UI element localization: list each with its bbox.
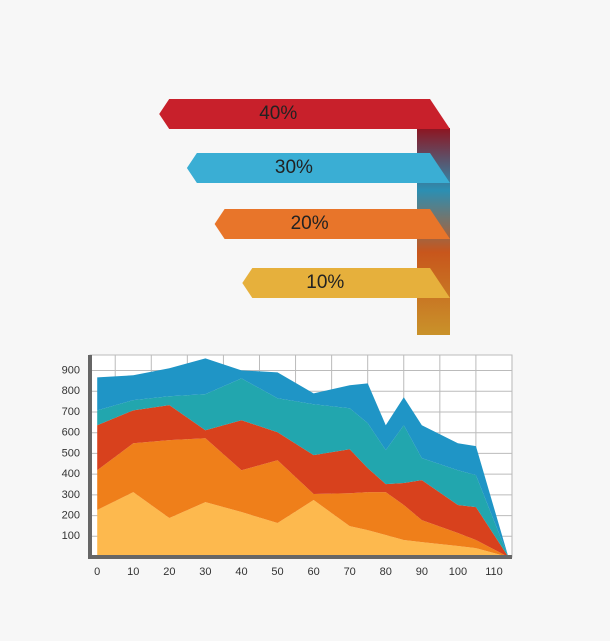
y-tick-label: 800 <box>62 385 80 397</box>
x-tick-label: 30 <box>199 566 211 578</box>
y-tick-label: 100 <box>62 530 80 542</box>
area-layer <box>97 378 509 557</box>
area-layer <box>97 405 509 557</box>
y-tick-label: 200 <box>62 509 80 521</box>
x-tick-label: 60 <box>307 566 319 578</box>
y-tick-label: 500 <box>62 447 80 459</box>
x-tick-label: 50 <box>271 566 283 578</box>
x-tick-label: 10 <box>127 566 139 578</box>
area-layer <box>97 358 509 557</box>
x-tick-label: 90 <box>416 566 428 578</box>
y-tick-label: 300 <box>62 489 80 501</box>
y-tick-label: 600 <box>62 427 80 439</box>
x-tick-label: 80 <box>380 566 392 578</box>
area-layer <box>97 438 509 557</box>
x-tick-label: 40 <box>235 566 247 578</box>
value-label: 40% <box>259 103 297 124</box>
x-tick-label: 70 <box>344 566 356 578</box>
x-tick-label: 100 <box>449 566 467 578</box>
x-tick-label: 20 <box>163 566 175 578</box>
y-tick-label: 900 <box>62 364 80 376</box>
value-label: 10% <box>306 272 344 293</box>
ribbon-bar <box>186 153 450 183</box>
y-tick-label: 400 <box>62 468 80 480</box>
ribbon-bar <box>242 268 450 298</box>
ribbon-bar <box>214 209 450 239</box>
value-label: 30% <box>275 157 313 178</box>
value-label: 20% <box>291 213 329 234</box>
area-layer <box>97 492 509 557</box>
x-tick-label: 110 <box>485 566 503 578</box>
ribbon-bar <box>159 99 450 129</box>
y-tick-label: 700 <box>62 406 80 418</box>
x-tick-label: 0 <box>94 566 100 578</box>
